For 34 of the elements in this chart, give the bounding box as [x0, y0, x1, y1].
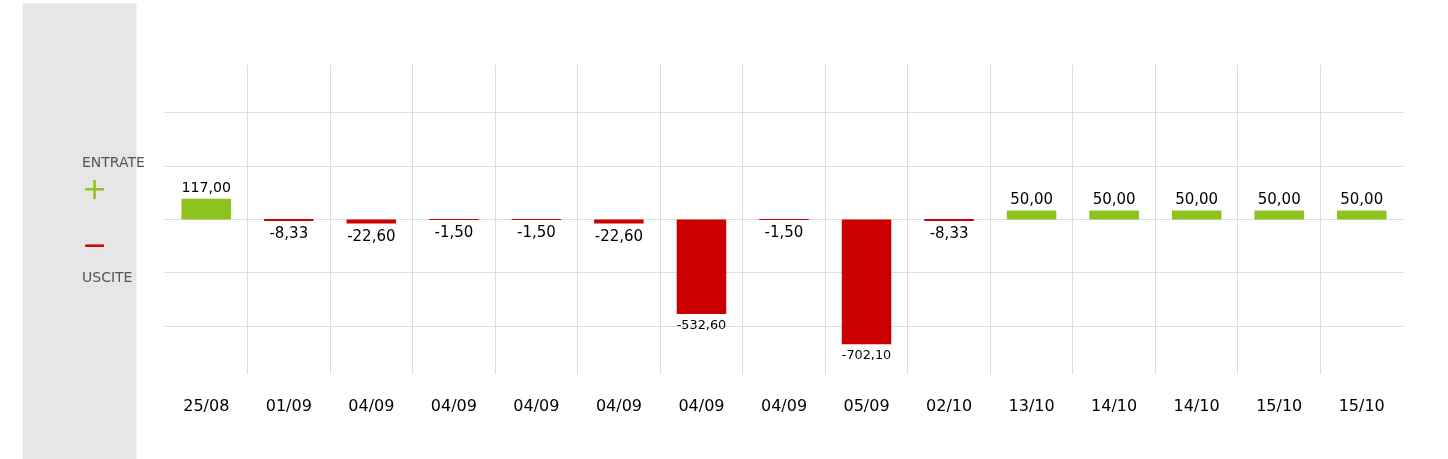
- text: ENTRATE: [82, 154, 145, 170]
- text: −: [82, 227, 108, 262]
- x-tick-label: 05/09: [843, 396, 890, 415]
- text: USCITE: [82, 269, 133, 285]
- data-label: -1,50: [764, 223, 804, 241]
- data-label: 50,00: [1257, 189, 1301, 208]
- data-label: -22,60: [347, 226, 396, 245]
- x-tick-label: 01/09: [265, 396, 312, 415]
- data-label: 50,00: [1092, 189, 1136, 208]
- data-label: -8,33: [929, 224, 969, 242]
- data-label: -8,33: [269, 224, 309, 242]
- text: +: [82, 171, 108, 206]
- data-label: -22,60: [594, 226, 644, 245]
- data-label: -532,60: [676, 317, 727, 333]
- x-tick-label: 04/09: [430, 396, 477, 415]
- data-label: 50,00: [1175, 189, 1219, 208]
- x-tick-label: 15/10: [1338, 396, 1385, 415]
- data-label: -1,50: [434, 223, 474, 241]
- x-tick-label: 14/10: [1173, 396, 1220, 415]
- data-label: -1,50: [516, 223, 556, 241]
- x-tick-label: 14/10: [1091, 396, 1138, 415]
- data-label: -702,10: [841, 347, 892, 363]
- x-tick-label: 04/09: [678, 396, 725, 415]
- x-tick-label: 04/09: [760, 396, 808, 415]
- x-tick-label: 02/10: [926, 396, 973, 415]
- x-tick-label: 04/09: [513, 396, 560, 415]
- data-label: 117,00: [181, 178, 231, 195]
- x-tick-label: 13/10: [1008, 396, 1055, 415]
- data-label: 50,00: [1340, 189, 1384, 208]
- x-tick-label: 15/10: [1256, 396, 1303, 415]
- data-label: 50,00: [1010, 189, 1054, 208]
- x-tick-label: 04/09: [595, 396, 642, 415]
- x-tick-label: 04/09: [348, 396, 395, 415]
- x-tick-label: 25/08: [183, 396, 230, 415]
